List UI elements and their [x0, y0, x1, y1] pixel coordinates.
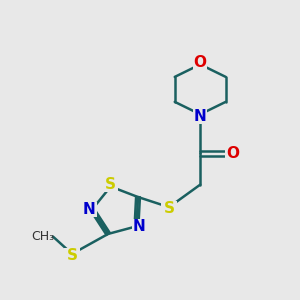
- FancyBboxPatch shape: [161, 201, 177, 217]
- Text: S: S: [105, 177, 116, 192]
- Text: N: N: [133, 219, 146, 234]
- Text: O: O: [226, 146, 239, 161]
- FancyBboxPatch shape: [103, 177, 118, 192]
- FancyBboxPatch shape: [193, 108, 207, 124]
- FancyBboxPatch shape: [225, 146, 240, 161]
- Text: CH₃: CH₃: [31, 230, 54, 243]
- Text: O: O: [194, 55, 207, 70]
- Text: S: S: [67, 248, 78, 263]
- Text: N: N: [194, 109, 207, 124]
- FancyBboxPatch shape: [64, 248, 80, 263]
- Text: N: N: [83, 202, 96, 217]
- FancyBboxPatch shape: [132, 219, 147, 234]
- FancyBboxPatch shape: [82, 202, 97, 217]
- FancyBboxPatch shape: [193, 55, 207, 70]
- Text: S: S: [164, 201, 175, 216]
